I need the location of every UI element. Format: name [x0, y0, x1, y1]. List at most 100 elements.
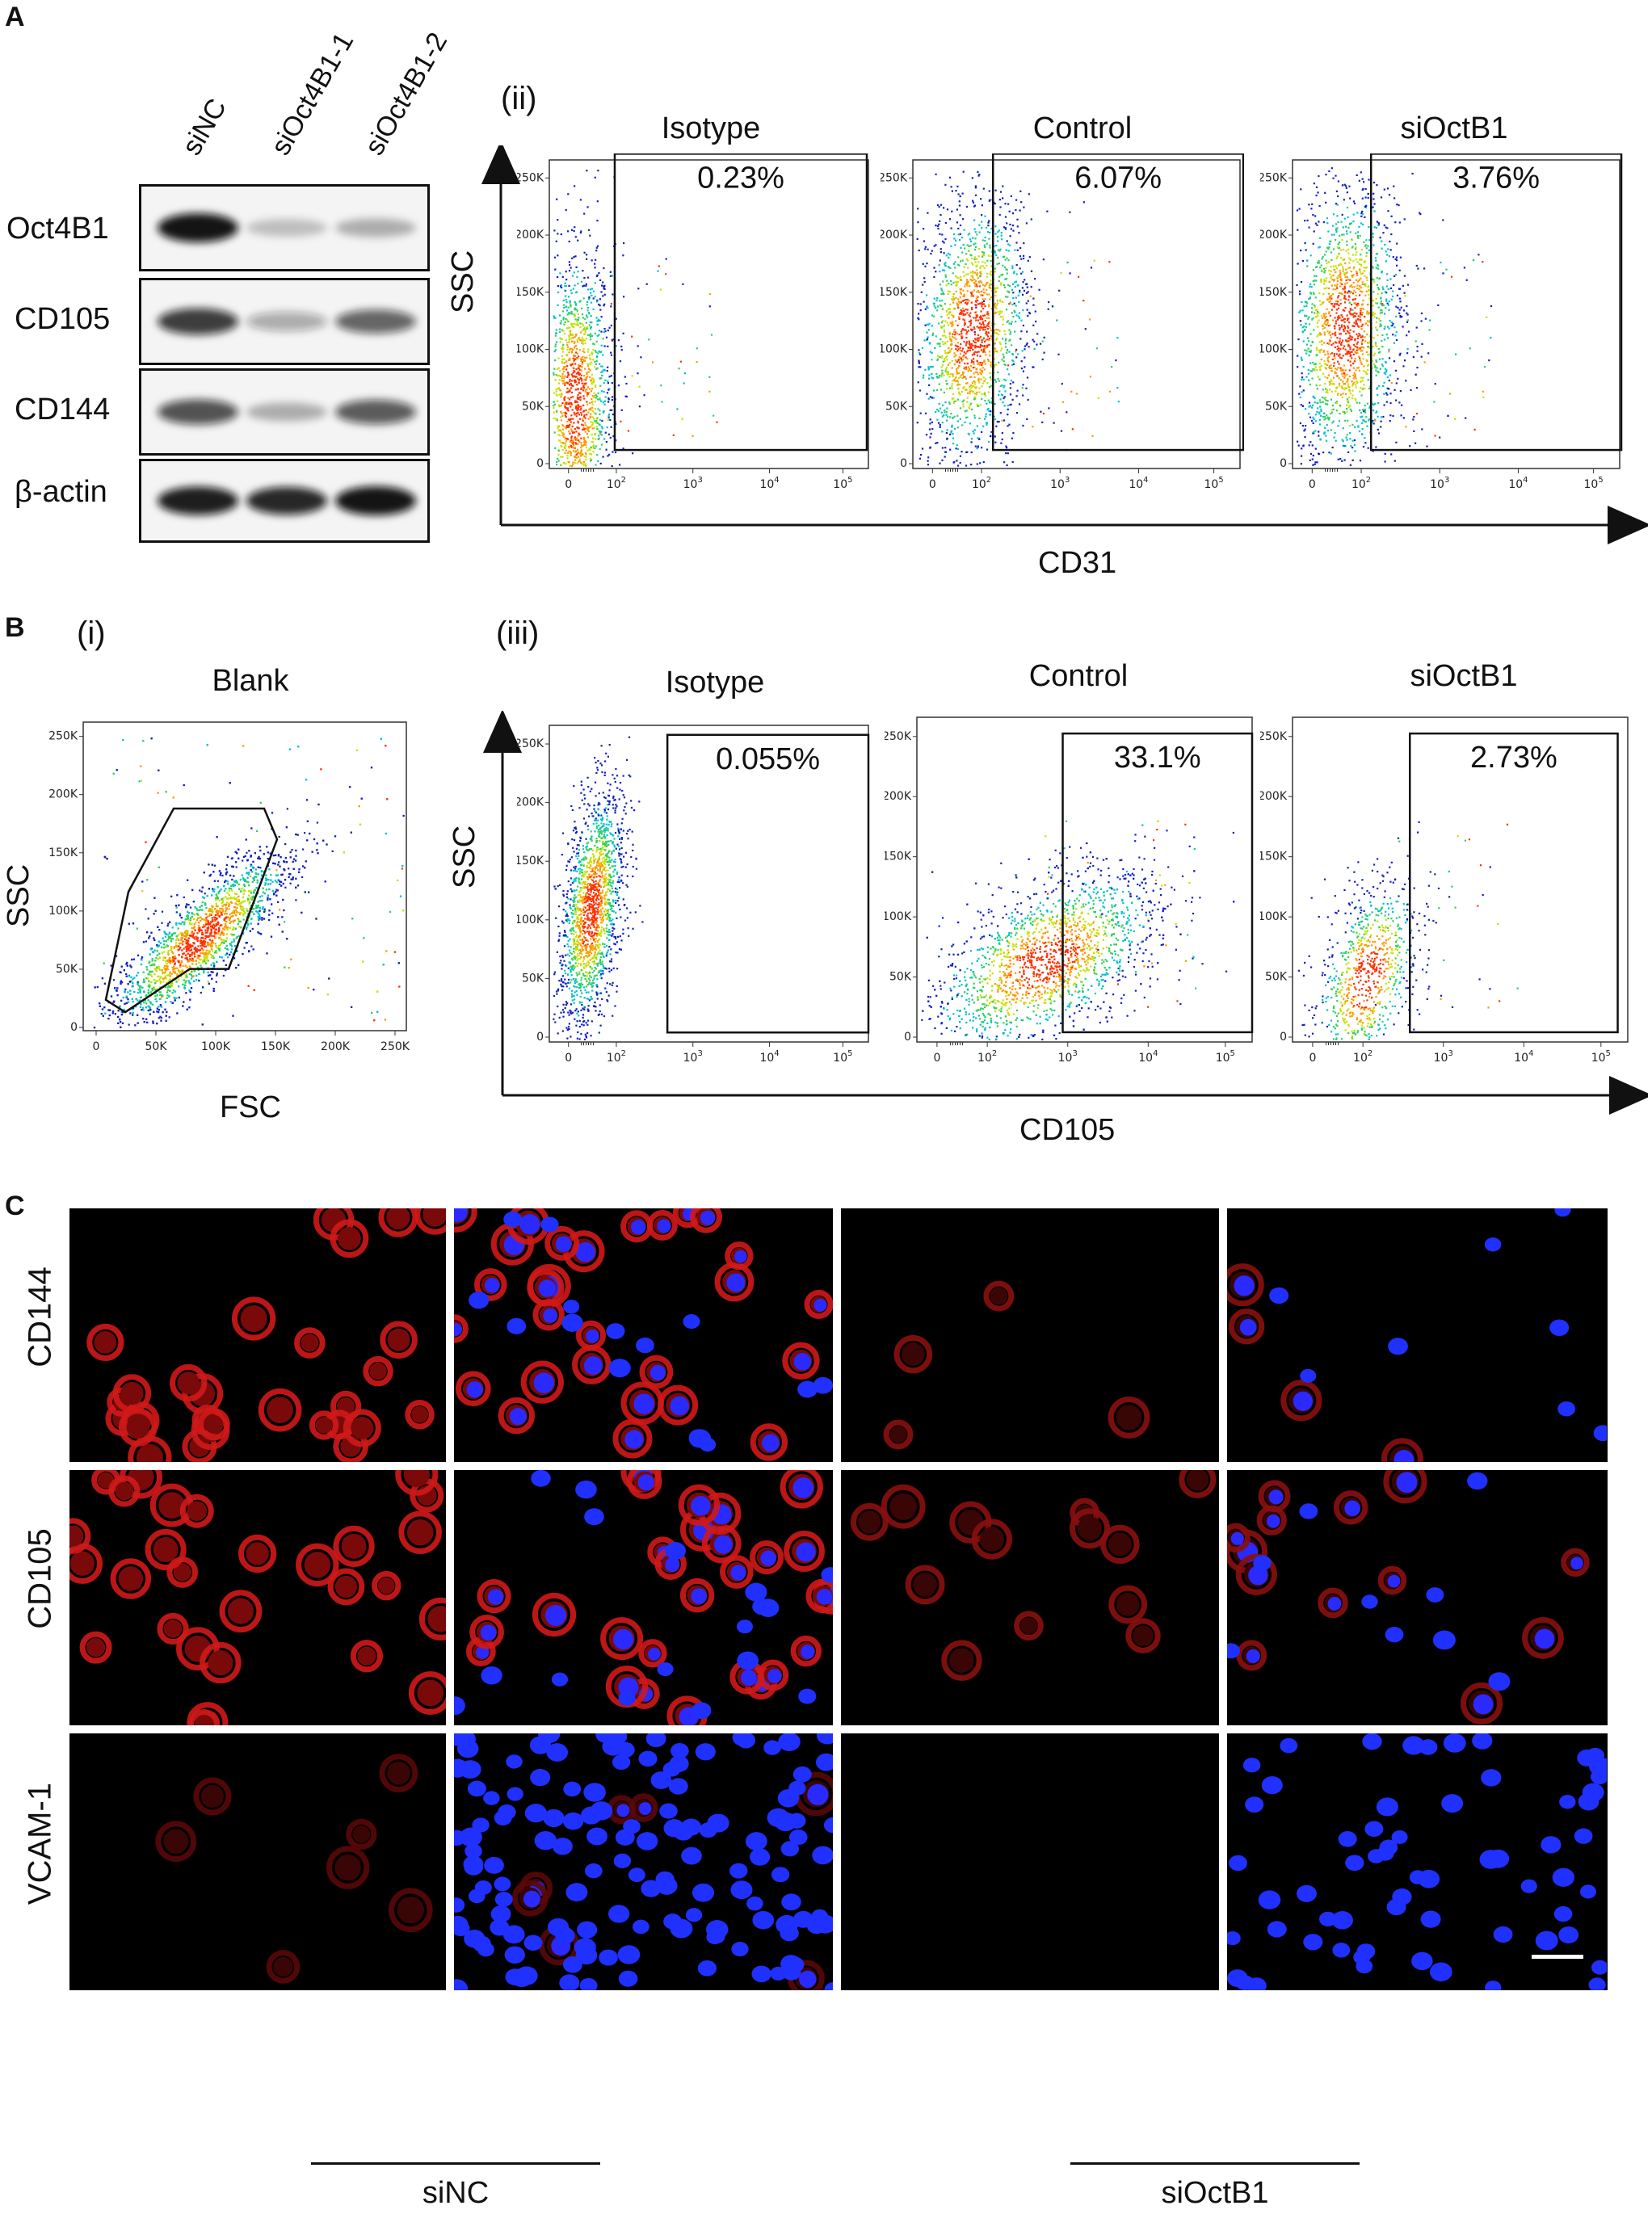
y-tick-label: 200K	[1260, 229, 1288, 242]
y-tick-label: 100K	[1260, 343, 1288, 356]
y-tick-label: 100K	[885, 910, 912, 923]
if-tile	[1227, 1208, 1607, 1465]
gate	[991, 153, 1244, 452]
y-tick-label: 250K	[881, 171, 908, 184]
y-tick-label: 0	[1280, 1031, 1287, 1044]
flow-events	[553, 736, 644, 1040]
cd105-x-axis-label: CD105	[1019, 1113, 1116, 1147]
cd31-axes-arrows	[481, 145, 1648, 544]
blot-strip	[139, 368, 430, 456]
x-tick-label: 0	[93, 1040, 100, 1053]
y-tick-label: 200K	[517, 229, 544, 242]
y-tick-label: 250K	[48, 730, 78, 743]
cd31-x-axis-label: CD31	[1038, 546, 1117, 580]
flow-title: Isotype	[661, 111, 761, 145]
y-tick-label: 0	[900, 457, 907, 470]
gate-percent: 2.73%	[1470, 741, 1557, 775]
y-tick-label: 250K	[885, 730, 912, 743]
group-bar-sinc	[311, 2162, 600, 2165]
y-tick-label: 150K	[517, 855, 544, 868]
group-label: siNC	[422, 2176, 490, 2210]
x-tick-label: 0	[1309, 1052, 1316, 1065]
blot-band	[246, 402, 327, 422]
if-tile	[69, 1470, 449, 1727]
band-label: CD144	[15, 393, 111, 426]
x-tick-label: 0	[565, 478, 572, 491]
y-tick-label: 0	[536, 1031, 544, 1044]
blot-band	[158, 399, 238, 425]
gate-percent: 6.07%	[1074, 161, 1162, 195]
y-tick-label: 150K	[881, 286, 908, 299]
y-tick-label: 200K	[48, 788, 78, 801]
y-tick-label: 100K	[48, 905, 78, 918]
if-tile	[850, 1470, 1217, 1681]
flow-title: siOctB1	[1410, 659, 1518, 693]
flow-events	[553, 170, 718, 468]
x-tick-label: 100K	[201, 1040, 231, 1053]
y-tick-label: 0	[70, 1021, 78, 1034]
y-tick-label: 150K	[1260, 851, 1288, 863]
y-tick-label: 200K	[517, 796, 544, 809]
y-tick-label: 250K	[1260, 171, 1288, 184]
group-bar-sioctb1	[1070, 2162, 1360, 2165]
blot-band	[335, 309, 416, 334]
flow-events	[916, 170, 1120, 467]
y-tick-label: 250K	[517, 737, 544, 750]
y-tick-label: 100K	[517, 343, 544, 356]
blot-band	[246, 219, 327, 237]
blot-strip	[139, 184, 430, 271]
x-tick-label: 250K	[380, 1040, 410, 1053]
gate	[1369, 153, 1623, 452]
y-tick-label: 50K	[1265, 971, 1288, 984]
y-tick-label: 250K	[517, 171, 544, 184]
gate-percent: 0.23%	[697, 161, 784, 195]
y-tick-label: 150K	[48, 847, 78, 859]
y-tick-label: 50K	[889, 971, 912, 984]
blot-band	[158, 308, 238, 335]
blot-strip-svg	[158, 213, 416, 242]
gate	[104, 807, 279, 1014]
y-tick-label: 50K	[522, 972, 544, 985]
flow-events	[921, 820, 1235, 1041]
flow-events	[1296, 167, 1493, 466]
y-tick-label: 200K	[881, 229, 908, 242]
if-tile	[1227, 1470, 1590, 1725]
y-tick-label: 50K	[522, 400, 544, 413]
blot-strip	[139, 278, 430, 365]
gate	[1409, 732, 1619, 1034]
panel-label-a: A	[5, 2, 25, 32]
gate-percent: 0.055%	[716, 742, 820, 776]
cd105-axes-arrows	[483, 711, 1648, 1115]
gate	[666, 733, 870, 1034]
blot-band	[158, 213, 238, 242]
if-tile	[155, 1754, 433, 1984]
y-tick-label: 50K	[885, 400, 908, 413]
gate	[613, 153, 868, 452]
blot-band	[246, 312, 327, 331]
y-tick-label: 100K	[517, 914, 544, 926]
subpanel-label-iii: (iii)	[496, 615, 540, 651]
y-tick-label: 0	[536, 457, 544, 470]
gate-percent: 3.76%	[1452, 161, 1540, 195]
flow-title: Control	[1032, 111, 1133, 145]
scale-bar	[1532, 1955, 1583, 1959]
y-tick-label: 200K	[885, 790, 912, 803]
flow-plot-blank: 0 50K 100K 150K 200K 250K 0 50K 100K 150K 200K 250K	[48, 721, 410, 1053]
y-tick-label: 150K	[885, 851, 912, 863]
if-tile	[454, 1733, 834, 1990]
y-tick-label: 100K	[881, 343, 908, 356]
group-label: siOctB1	[1161, 2176, 1269, 2210]
blank-title: Blank	[212, 664, 289, 698]
blot-band	[335, 218, 416, 237]
if-tile	[1227, 1733, 1607, 1990]
y-tick-label: 150K	[517, 286, 544, 299]
flow-title: siOctB1	[1400, 111, 1508, 145]
y-tick-label: 250K	[1260, 730, 1288, 743]
panel-label-b: B	[5, 612, 25, 643]
